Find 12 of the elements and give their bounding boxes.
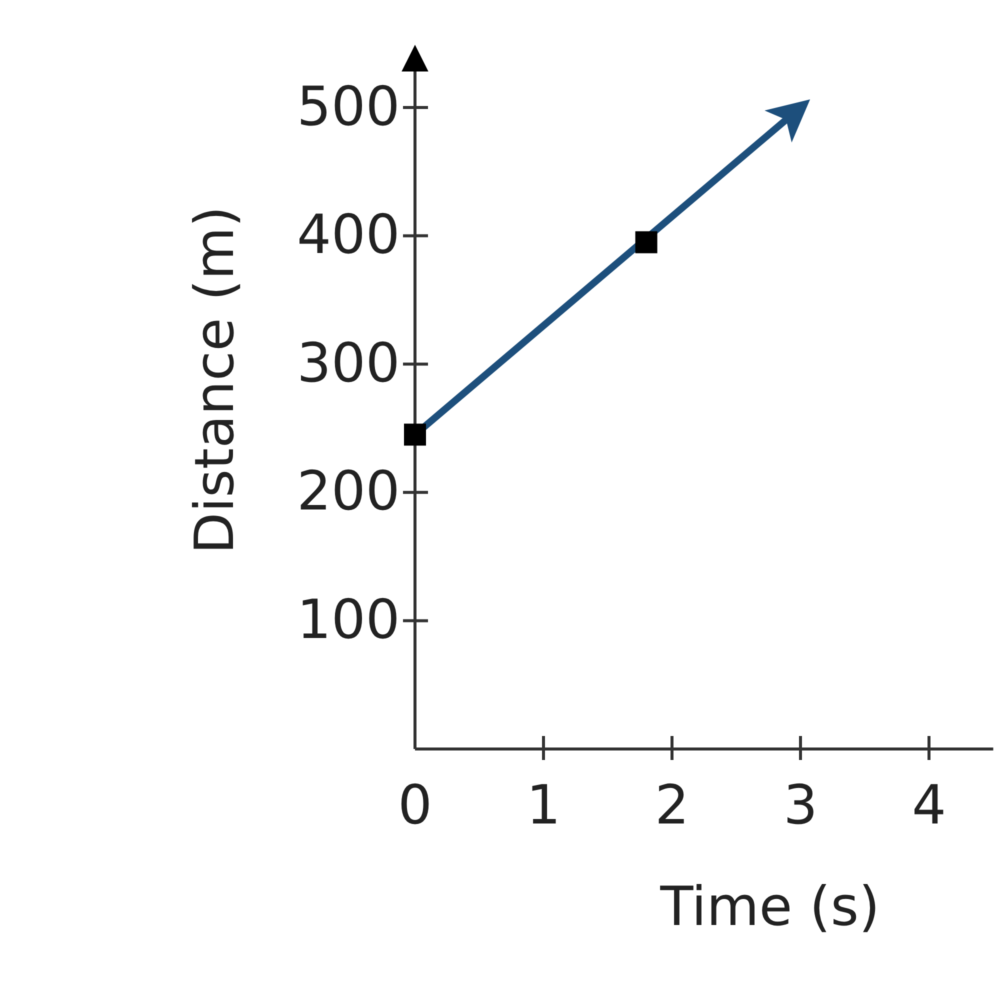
y-tick-label: 300 — [296, 331, 400, 394]
x-axis-title: Time (s) — [659, 875, 880, 938]
y-tick-label: 200 — [296, 460, 400, 523]
x-tick-label: 2 — [654, 773, 690, 836]
x-tick-label: 4 — [912, 773, 946, 836]
y-tick-label: 500 — [296, 74, 400, 138]
x-tick-label: 0 — [398, 773, 432, 836]
x-tick-label: 1 — [526, 773, 561, 836]
y-axis-title: Distance (m) — [183, 206, 246, 554]
x-tick-label: 3 — [783, 773, 818, 836]
y-tick-label: 400 — [296, 203, 400, 266]
y-tick-label: 100 — [296, 588, 400, 651]
